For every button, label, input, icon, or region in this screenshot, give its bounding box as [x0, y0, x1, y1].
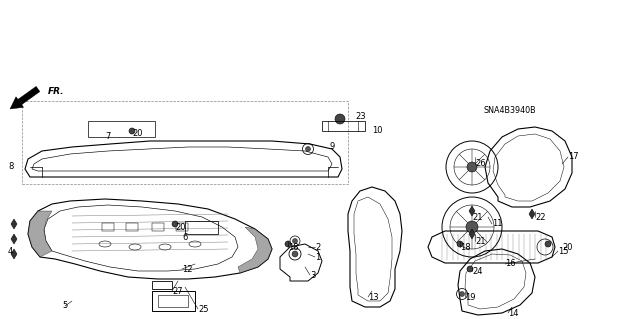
Text: 15: 15 [558, 247, 568, 256]
Text: 21: 21 [472, 212, 483, 221]
Text: 4: 4 [8, 247, 13, 256]
Text: 14: 14 [508, 308, 518, 317]
Text: 26: 26 [475, 160, 486, 168]
Polygon shape [11, 249, 17, 259]
Text: 20: 20 [175, 222, 186, 232]
Text: 18: 18 [288, 242, 299, 251]
Circle shape [460, 292, 465, 296]
Text: 1: 1 [315, 253, 320, 262]
Polygon shape [10, 97, 24, 109]
Circle shape [335, 114, 345, 124]
Circle shape [545, 241, 551, 247]
Text: SNA4B3940B: SNA4B3940B [484, 107, 536, 115]
Circle shape [285, 241, 291, 247]
Text: FR.: FR. [48, 86, 65, 95]
Text: 7: 7 [105, 132, 110, 142]
Polygon shape [11, 219, 17, 229]
Text: 23: 23 [355, 113, 365, 122]
Text: 12: 12 [182, 264, 193, 273]
Text: 9: 9 [330, 143, 335, 152]
Polygon shape [469, 206, 475, 216]
Text: 8: 8 [8, 162, 13, 172]
Text: 5: 5 [62, 301, 67, 310]
Text: 22: 22 [535, 212, 545, 221]
Polygon shape [11, 234, 17, 244]
Text: 25: 25 [198, 305, 209, 314]
Polygon shape [469, 229, 475, 239]
Text: 21: 21 [475, 236, 486, 246]
Text: 16: 16 [505, 259, 516, 269]
Text: 13: 13 [368, 293, 379, 301]
Text: 2: 2 [315, 242, 320, 251]
Text: 24: 24 [472, 266, 483, 276]
Text: 19: 19 [465, 293, 476, 301]
Circle shape [292, 251, 298, 257]
Text: 11: 11 [492, 219, 502, 228]
Circle shape [305, 146, 310, 152]
Text: 10: 10 [372, 127, 383, 136]
Text: 27: 27 [172, 286, 182, 295]
Text: 6: 6 [182, 233, 188, 241]
Circle shape [129, 128, 135, 134]
Text: 20: 20 [132, 130, 143, 138]
Circle shape [467, 162, 477, 172]
Circle shape [292, 239, 298, 243]
Text: 3: 3 [310, 271, 316, 279]
Circle shape [172, 221, 178, 227]
Text: 17: 17 [568, 152, 579, 161]
Circle shape [466, 221, 478, 233]
Polygon shape [529, 209, 535, 219]
Circle shape [467, 266, 473, 272]
Polygon shape [28, 211, 52, 257]
Circle shape [457, 241, 463, 247]
Text: 18: 18 [460, 242, 470, 251]
Polygon shape [238, 227, 272, 273]
Text: 20: 20 [562, 242, 573, 251]
Polygon shape [18, 86, 40, 105]
